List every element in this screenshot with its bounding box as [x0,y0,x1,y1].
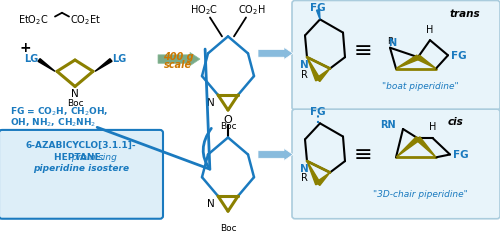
FancyArrow shape [258,48,293,60]
Text: piperidine isostere: piperidine isostere [33,163,129,172]
FancyArrowPatch shape [97,50,212,169]
Text: R: R [387,37,393,46]
Text: H: H [430,121,436,131]
Polygon shape [307,161,320,185]
Text: N: N [71,89,79,99]
Polygon shape [416,56,436,69]
FancyBboxPatch shape [292,110,500,219]
Text: LG: LG [24,54,38,64]
Polygon shape [316,173,330,186]
Polygon shape [416,137,436,158]
Text: N: N [300,163,308,173]
Polygon shape [95,59,112,72]
Text: N: N [208,97,215,107]
Text: RN: RN [380,119,396,129]
Text: FG: FG [310,3,326,13]
Polygon shape [38,59,55,72]
Polygon shape [307,58,320,82]
Polygon shape [316,69,330,82]
Text: trans: trans [450,9,480,19]
Text: O: O [224,115,232,125]
Text: +: + [19,41,31,55]
FancyBboxPatch shape [0,130,163,219]
FancyArrow shape [258,149,293,161]
Text: HO$_2$C: HO$_2$C [190,3,218,17]
Text: "boat piperidine": "boat piperidine" [382,82,458,90]
Text: Boc: Boc [220,222,236,231]
FancyBboxPatch shape [292,1,500,111]
Text: ≡: ≡ [354,40,372,60]
Polygon shape [396,137,419,158]
Text: R: R [300,69,308,79]
Text: N: N [388,38,396,48]
Text: FG: FG [453,150,468,160]
Text: LG: LG [112,54,126,64]
Text: N: N [300,60,308,70]
Text: scale: scale [164,60,192,70]
Text: "3D-chair piperidine": "3D-chair piperidine" [372,190,468,199]
Text: HEPTANE:: HEPTANE: [54,152,108,161]
Polygon shape [316,11,320,20]
Text: Boc: Boc [66,98,84,107]
Text: Boc: Boc [220,122,236,131]
Polygon shape [396,56,419,69]
Text: ≡: ≡ [354,144,372,164]
Text: FG: FG [310,107,326,117]
Text: EtO$_2$C: EtO$_2$C [18,13,48,27]
Text: cis: cis [447,116,463,126]
Text: 400 g: 400 g [162,51,194,61]
Text: FG: FG [451,51,466,61]
Text: OH, NH$_2$, CH$_2$NH$_2$: OH, NH$_2$, CH$_2$NH$_2$ [10,116,96,129]
Text: CO$_2$Et: CO$_2$Et [70,13,101,27]
Text: CO$_2$H: CO$_2$H [238,3,266,17]
Text: 6-AZABICYCLO[3.1.1]-: 6-AZABICYCLO[3.1.1]- [26,141,136,150]
FancyArrow shape [158,53,200,66]
Text: FG = CO$_2$H, CH$_2$OH,: FG = CO$_2$H, CH$_2$OH, [10,105,108,117]
Text: H: H [426,24,434,34]
Text: N: N [208,198,215,208]
Text: R: R [300,173,308,183]
Text: promising: promising [46,152,117,161]
